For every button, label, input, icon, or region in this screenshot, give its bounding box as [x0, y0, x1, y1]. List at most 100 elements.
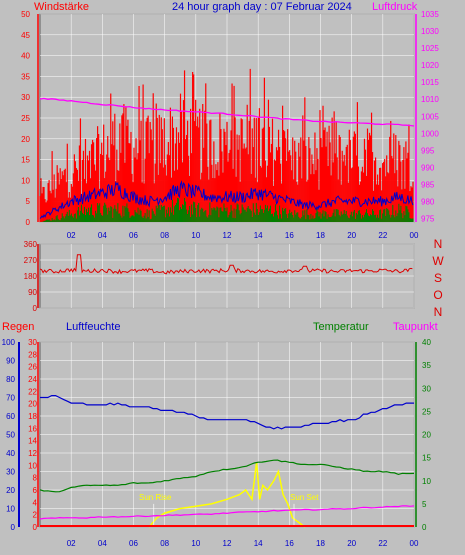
humidity-y-tick: 70 — [6, 394, 15, 403]
wind-y-tick: 15 — [21, 156, 30, 165]
climate-x-tick: 20 — [347, 539, 356, 548]
wind-x-tick: 00 — [410, 231, 419, 240]
pressure-y-tick: 1025 — [421, 44, 439, 53]
pressure-y-tick: 1010 — [421, 95, 439, 104]
direction-letter: W — [432, 254, 444, 268]
wind-axis-title: Windstärke — [34, 1, 89, 13]
humidity-y-tick: 50 — [6, 431, 15, 440]
pressure-y-tick: 995 — [421, 146, 435, 155]
wind-x-tick: 18 — [316, 231, 325, 240]
wind-avg-line — [39, 180, 414, 219]
rain-y-tick: 6 — [33, 486, 38, 495]
direction-y-tick: 360 — [24, 240, 38, 249]
rain-axis-title: Regen — [2, 321, 34, 333]
chart-title: 24 hour graph day : 07 Februar 2024 — [172, 1, 352, 13]
wind-x-tick: 14 — [254, 231, 263, 240]
temperature-line — [39, 459, 415, 493]
wind-x-tick: 08 — [160, 231, 169, 240]
wind-x-tick: 20 — [347, 231, 356, 240]
climate-x-tick: 12 — [223, 539, 232, 548]
climate-x-tick: 00 — [410, 539, 419, 548]
wind-x-tick: 04 — [98, 231, 107, 240]
rain-y-tick: 24 — [28, 375, 37, 384]
wind-y-tick: 10 — [21, 176, 30, 185]
rain-y-tick: 26 — [28, 363, 37, 372]
humidity-y-tick: 100 — [2, 338, 16, 347]
humidity-y-tick: 0 — [11, 523, 16, 532]
temperature-y-tick: 10 — [422, 477, 431, 486]
climate-x-tick: 06 — [129, 539, 138, 548]
humidity-y-tick: 30 — [6, 468, 15, 477]
wind-y-tick: 35 — [21, 72, 30, 81]
temperature-y-tick: 20 — [422, 431, 431, 440]
climate-x-tick: 14 — [254, 539, 263, 548]
direction-letter: O — [433, 288, 442, 302]
humidity-y-tick: 90 — [6, 357, 15, 366]
dewpoint-line — [39, 505, 415, 520]
wind-y-tick: 45 — [21, 31, 30, 40]
humidity-line — [40, 395, 414, 430]
wind-x-tick: 10 — [191, 231, 200, 240]
temperature-y-tick: 5 — [422, 500, 427, 509]
climate-panel: 0102030405060708090100024681012141618202… — [2, 338, 432, 548]
rain-y-tick: 20 — [28, 400, 37, 409]
rain-y-tick: 30 — [28, 338, 37, 347]
humidity-y-tick: 40 — [6, 449, 15, 458]
pressure-y-tick: 1030 — [421, 27, 439, 36]
climate-x-tick: 10 — [191, 539, 200, 548]
humidity-y-tick: 20 — [6, 486, 15, 495]
humidity-y-tick: 80 — [6, 375, 15, 384]
sunset-label: Sun Set — [290, 493, 319, 502]
wind-x-tick: 16 — [285, 231, 294, 240]
rain-y-tick: 14 — [28, 437, 37, 446]
temperature-axis-title: Temperatur — [313, 321, 369, 333]
direction-y-tick: 180 — [24, 272, 38, 281]
temperature-y-tick: 15 — [422, 454, 431, 463]
pressure-line — [39, 97, 415, 127]
wind-y-tick: 25 — [21, 114, 30, 123]
climate-x-tick: 18 — [316, 539, 325, 548]
rain-y-tick: 4 — [33, 498, 38, 507]
pressure-y-tick: 1020 — [421, 61, 439, 70]
pressure-y-tick: 990 — [421, 163, 435, 172]
rain-y-tick: 28 — [28, 350, 37, 359]
dewpoint-axis-title: Taupunkt — [393, 321, 438, 333]
temperature-y-tick: 35 — [422, 361, 431, 370]
rain-y-tick: 10 — [28, 461, 37, 470]
direction-letter: N — [434, 237, 443, 251]
wind-y-tick: 30 — [21, 93, 30, 102]
wind-y-tick: 5 — [26, 197, 31, 206]
rain-y-tick: 18 — [28, 412, 37, 421]
climate-x-tick: 16 — [285, 539, 294, 548]
temperature-y-tick: 40 — [422, 338, 431, 347]
rain-y-tick: 2 — [33, 511, 38, 520]
rain-y-tick: 0 — [33, 523, 38, 532]
direction-line — [39, 254, 413, 275]
pressure-y-tick: 980 — [421, 198, 435, 207]
climate-x-tick: 22 — [378, 539, 387, 548]
direction-letter: S — [434, 271, 442, 285]
pressure-y-tick: 1035 — [421, 10, 439, 19]
pressure-y-tick: 1000 — [421, 129, 439, 138]
wind-x-tick: 22 — [378, 231, 387, 240]
climate-x-tick: 02 — [67, 539, 76, 548]
wind-y-tick: 50 — [21, 10, 30, 19]
pressure-axis-title: Luftdruck — [372, 1, 418, 13]
pressure-y-tick: 985 — [421, 180, 435, 189]
humidity-y-tick: 60 — [6, 412, 15, 421]
wind-x-tick: 06 — [129, 231, 138, 240]
humidity-axis-title: Luftfeuchte — [66, 321, 120, 333]
wind-x-tick: 12 — [223, 231, 232, 240]
humidity-y-tick: 10 — [6, 505, 15, 514]
direction-y-tick: 270 — [24, 256, 38, 265]
climate-x-tick: 04 — [98, 539, 107, 548]
wind-x-tick: 02 — [67, 231, 76, 240]
sunrise-label: Sun Rise — [139, 493, 172, 502]
rain-y-tick: 12 — [28, 449, 37, 458]
wind-panel: 0510152025303540455097598098599099510001… — [21, 10, 439, 240]
climate-x-tick: 08 — [160, 539, 169, 548]
rain-y-tick: 16 — [28, 424, 37, 433]
rain-y-tick: 8 — [33, 474, 38, 483]
